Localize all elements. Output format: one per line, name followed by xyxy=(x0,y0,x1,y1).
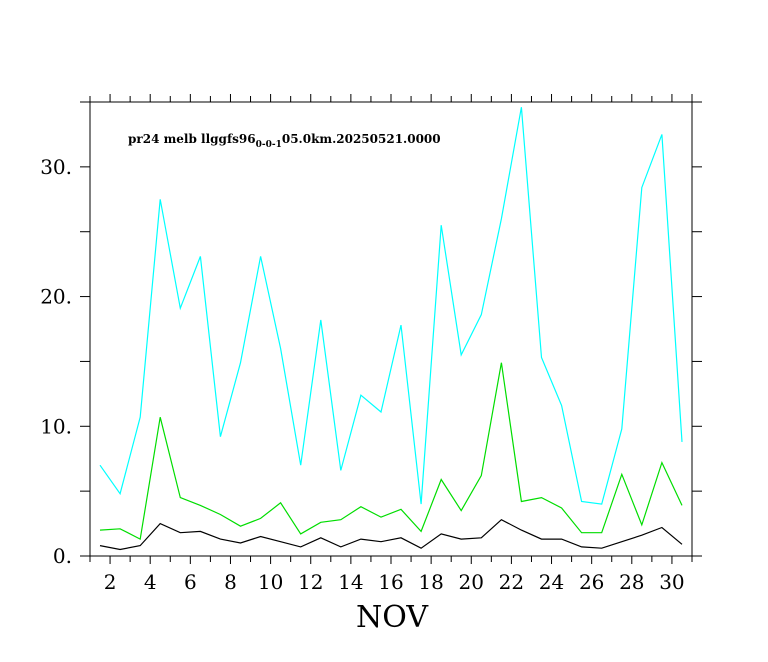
x-tick-label: 4 xyxy=(144,570,157,594)
x-tick-label: 10 xyxy=(258,570,283,594)
x-tick-label: 22 xyxy=(499,570,524,594)
x-tick-label: 14 xyxy=(338,570,363,594)
axes-frame xyxy=(89,94,693,557)
axis-ticks xyxy=(80,94,702,564)
x-tick-label: 6 xyxy=(184,570,197,594)
x-tick-label: 12 xyxy=(298,570,323,594)
x-tick-label: 18 xyxy=(418,570,443,594)
series-line-3 xyxy=(99,518,683,551)
y-tick-label: 20. xyxy=(40,285,72,309)
x-tick-label: 2 xyxy=(104,570,117,594)
chart-title-suffix: 05.0km.20250521.0000 xyxy=(282,132,441,146)
axis-tick-labels: 2 4 6 8 10 12 14 16 18 20 22 24 26 28 300.10.20.30. xyxy=(40,155,684,594)
x-tick-label: 28 xyxy=(619,570,644,594)
plot-frame xyxy=(89,101,693,557)
chart-title-prefix: pr24 melb llggfs96 xyxy=(128,132,256,146)
series-lines xyxy=(99,107,683,551)
y-tick-label: 10. xyxy=(40,414,72,438)
chart-title: pr24 melb llggfs960-0-105.0km.20250521.0… xyxy=(128,132,441,150)
x-tick-label: 30 xyxy=(659,570,684,594)
y-tick-label: 0. xyxy=(53,544,72,568)
x-tick-label: 8 xyxy=(224,570,237,594)
chart-title-subscript: 0-0-1 xyxy=(256,140,282,150)
series-line-1 xyxy=(99,107,683,505)
y-tick-label: 30. xyxy=(40,155,72,179)
x-tick-label: 26 xyxy=(579,570,604,594)
series-line-2 xyxy=(99,362,683,541)
x-tick-label: 20 xyxy=(459,570,484,594)
x-tick-label: 24 xyxy=(539,570,564,594)
x-axis-label: NOV xyxy=(356,600,429,635)
x-tick-label: 16 xyxy=(378,570,403,594)
